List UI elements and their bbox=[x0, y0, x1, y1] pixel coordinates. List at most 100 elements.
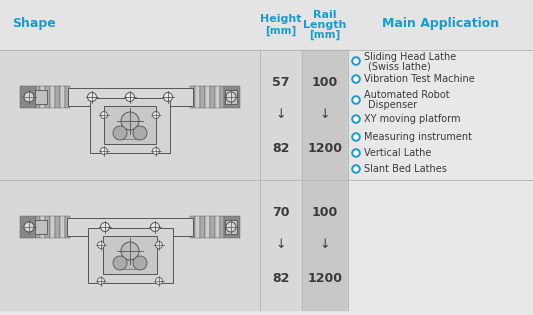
Bar bbox=[104, 106, 156, 144]
Circle shape bbox=[152, 147, 159, 154]
Text: XY moving platform: XY moving platform bbox=[364, 114, 461, 124]
Circle shape bbox=[156, 278, 163, 284]
Text: ↓: ↓ bbox=[276, 108, 286, 122]
Bar bbox=[348, 50, 533, 180]
Circle shape bbox=[152, 112, 159, 118]
Circle shape bbox=[121, 112, 139, 130]
Text: 100: 100 bbox=[312, 76, 338, 89]
Text: Slant Bed Lathes: Slant Bed Lathes bbox=[364, 164, 447, 174]
Text: ↓: ↓ bbox=[320, 238, 330, 251]
Bar bbox=[20, 216, 36, 238]
Bar bbox=[50, 216, 55, 238]
Bar bbox=[205, 86, 210, 108]
Bar bbox=[200, 86, 205, 108]
Text: 100: 100 bbox=[312, 205, 338, 219]
Bar bbox=[67, 218, 193, 236]
Text: Sliding Head Lathe: Sliding Head Lathe bbox=[364, 51, 456, 61]
Circle shape bbox=[156, 242, 163, 249]
Bar bbox=[220, 216, 224, 238]
Bar bbox=[190, 86, 195, 108]
Text: Vibration Test Machine: Vibration Test Machine bbox=[364, 74, 475, 84]
Text: [mm]: [mm] bbox=[265, 26, 297, 36]
Bar bbox=[20, 86, 36, 108]
Bar bbox=[195, 216, 200, 238]
Text: 57: 57 bbox=[272, 76, 290, 89]
Bar bbox=[36, 216, 40, 238]
Circle shape bbox=[352, 149, 360, 157]
Bar bbox=[90, 98, 170, 152]
Bar bbox=[60, 86, 65, 108]
Bar bbox=[0, 0, 533, 50]
Text: Measuring instrument: Measuring instrument bbox=[364, 132, 472, 142]
Circle shape bbox=[352, 57, 360, 65]
Circle shape bbox=[113, 126, 127, 140]
Circle shape bbox=[125, 93, 134, 101]
Circle shape bbox=[113, 256, 127, 270]
Bar bbox=[50, 86, 55, 108]
Circle shape bbox=[133, 126, 147, 140]
Text: Main Application: Main Application bbox=[382, 16, 499, 30]
Circle shape bbox=[352, 96, 360, 104]
Text: 70: 70 bbox=[272, 205, 290, 219]
Bar bbox=[190, 216, 195, 238]
Text: ↓: ↓ bbox=[276, 238, 286, 251]
Bar bbox=[302, 180, 348, 310]
Circle shape bbox=[352, 165, 360, 173]
Circle shape bbox=[133, 256, 147, 270]
Bar bbox=[60, 216, 65, 238]
Bar bbox=[36, 86, 40, 108]
Bar bbox=[65, 216, 70, 238]
Bar bbox=[45, 86, 50, 108]
Circle shape bbox=[226, 92, 236, 102]
Bar bbox=[348, 180, 533, 310]
Text: 1200: 1200 bbox=[308, 141, 343, 154]
Text: (Swiss lathe): (Swiss lathe) bbox=[368, 61, 431, 72]
Bar bbox=[210, 86, 215, 108]
Text: Shape: Shape bbox=[12, 16, 56, 30]
Bar bbox=[40, 86, 45, 108]
Bar bbox=[40, 216, 45, 238]
Circle shape bbox=[150, 222, 159, 232]
Bar bbox=[215, 216, 220, 238]
Text: 82: 82 bbox=[272, 272, 290, 284]
Bar bbox=[224, 86, 240, 108]
Bar bbox=[210, 216, 215, 238]
Bar bbox=[103, 236, 157, 274]
Bar bbox=[120, 259, 140, 269]
Circle shape bbox=[98, 278, 104, 284]
Circle shape bbox=[226, 222, 236, 232]
Bar bbox=[0, 50, 260, 180]
Text: ↓: ↓ bbox=[320, 108, 330, 122]
Bar bbox=[260, 50, 302, 180]
Circle shape bbox=[164, 93, 173, 101]
Circle shape bbox=[352, 115, 360, 123]
Bar bbox=[120, 129, 140, 139]
Text: [mm]: [mm] bbox=[309, 30, 341, 40]
Text: Length: Length bbox=[303, 20, 346, 30]
Bar bbox=[225, 220, 237, 234]
Bar bbox=[0, 180, 260, 310]
Text: Height: Height bbox=[260, 14, 302, 24]
Circle shape bbox=[24, 92, 34, 102]
Bar bbox=[200, 216, 205, 238]
Bar bbox=[87, 227, 173, 283]
Text: Vertical Lathe: Vertical Lathe bbox=[364, 148, 431, 158]
Text: 82: 82 bbox=[272, 141, 290, 154]
Bar bbox=[215, 86, 220, 108]
Bar bbox=[35, 90, 47, 104]
Circle shape bbox=[24, 222, 34, 232]
Bar bbox=[220, 86, 224, 108]
Text: Rail: Rail bbox=[313, 10, 337, 20]
Bar bbox=[225, 90, 237, 104]
Bar bbox=[302, 50, 348, 180]
Circle shape bbox=[101, 222, 109, 232]
Bar bbox=[45, 216, 50, 238]
Circle shape bbox=[352, 75, 360, 83]
Bar bbox=[35, 220, 47, 234]
Text: Automated Robot: Automated Robot bbox=[364, 90, 450, 100]
Text: 1200: 1200 bbox=[308, 272, 343, 284]
Bar bbox=[68, 88, 192, 106]
Circle shape bbox=[101, 147, 108, 154]
Text: Dispenser: Dispenser bbox=[368, 100, 417, 111]
Circle shape bbox=[352, 133, 360, 141]
